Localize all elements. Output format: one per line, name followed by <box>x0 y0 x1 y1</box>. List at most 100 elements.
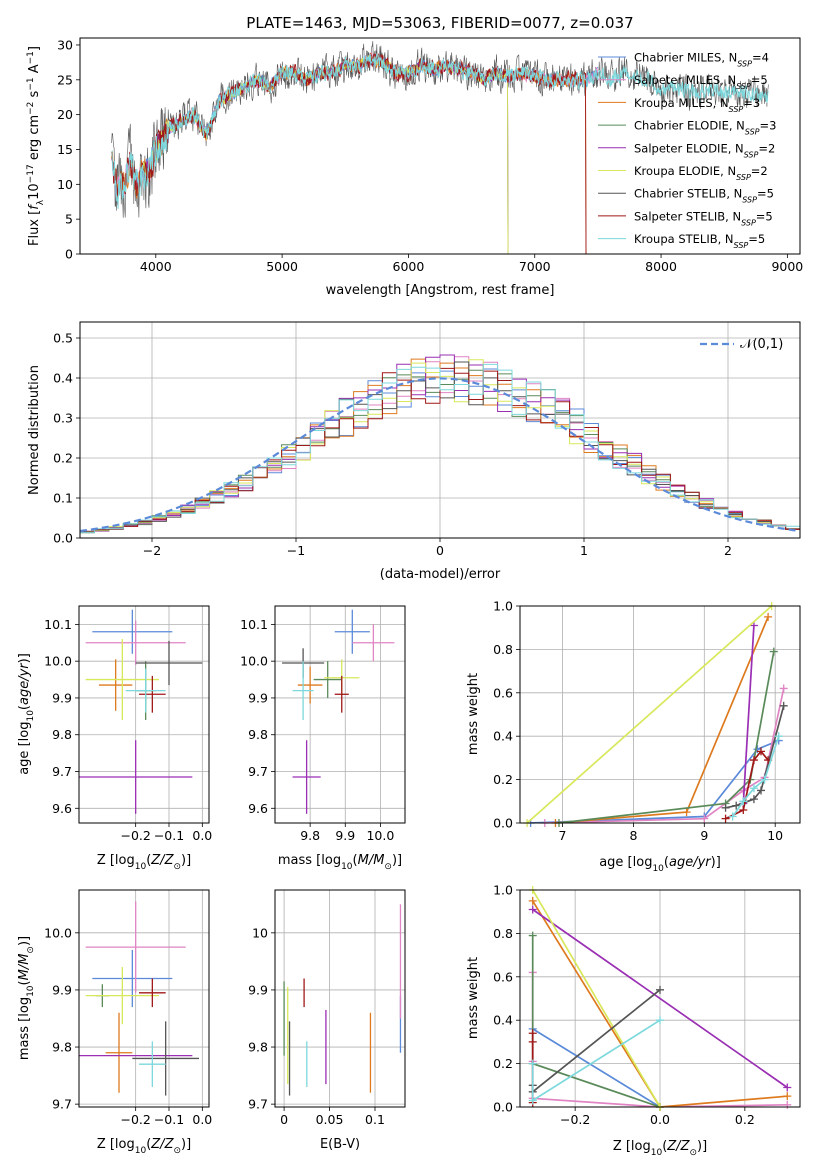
spectrum-series-line <box>142 55 509 254</box>
hist-ytick-label: 0.3 <box>53 411 73 426</box>
spectrum-xtick-label: 9000 <box>771 259 803 274</box>
spectrum-axes: 4000 5000 6000 7000 8000 9000 0 5 10 15 20 25 30 <box>57 37 803 274</box>
spectrum-xtick-label: 6000 <box>393 259 425 274</box>
normal-curve <box>80 377 800 533</box>
z-mass-ylabel: mass [log10(M/M⊙)] <box>17 936 36 1060</box>
spectrum-series-line <box>111 53 587 254</box>
spectrum-ytick-label: 10 <box>57 177 73 192</box>
z-weight-ytick-label: 0.6 <box>493 969 513 984</box>
spectrum-ytick-label: 15 <box>57 142 73 157</box>
z-mass-ytick-label: 9.7 <box>52 1097 72 1112</box>
age-weight-point-marker <box>757 786 766 795</box>
age-weight-series-line <box>555 616 769 823</box>
z-age-xtick-label: −0.1 <box>154 828 184 843</box>
age-weight-point-marker <box>700 814 709 823</box>
spectrum-ytick-label: 30 <box>57 37 73 52</box>
age-weight-ylabel: mass weight <box>466 673 481 755</box>
z-mass-xtick-label: 0.0 <box>192 1112 212 1127</box>
spectrum-legend-label: Chabrier STELIB, NSSP=5 <box>634 187 774 205</box>
spectrum-legend-label: Chabrier ELODIE, NSSP=3 <box>634 119 776 137</box>
z-mass-xtick-label: −0.1 <box>154 1112 184 1127</box>
mass-age-xlabel: mass [log10(M/M⊙)] <box>278 853 402 872</box>
z-weight-series-line <box>531 1019 661 1103</box>
spectrum-ytick-label: 0 <box>65 247 73 262</box>
spectrum-xtick-label: 5000 <box>266 259 298 274</box>
spectrum-xtick-label: 7000 <box>519 259 551 274</box>
z-mass-xtick-label: −0.2 <box>120 1112 150 1127</box>
z-weight-point-marker <box>528 1037 537 1046</box>
spectrum-legend-label: Salpeter MILES, NSSP=5 <box>634 73 768 91</box>
mass-age-ytick-label: 9.6 <box>248 801 268 816</box>
age-weight-point-marker <box>732 801 741 810</box>
z-weight-axes: −0.2 0.0 0.2 0.0 0.2 0.4 0.6 0.8 1.0 <box>493 883 800 1127</box>
age-weight-series-line <box>558 651 775 823</box>
age-weight-point-marker <box>769 647 778 656</box>
age-weight-point-marker <box>682 808 691 817</box>
hist-xtick-label: −1 <box>287 543 305 558</box>
z-weight-ytick-label: 0.4 <box>493 1013 513 1028</box>
hist-xtick-label: 1 <box>580 543 588 558</box>
mass-age-axes: 9.8 9.9 10.0 9.6 9.7 9.8 9.9 10.0 10.1 <box>240 606 405 843</box>
age-weight-xtick-label: 10 <box>767 828 783 843</box>
z-age-axes: −0.2 −0.1 0.0 9.6 9.7 9.8 9.9 10.0 10.1 <box>44 606 212 843</box>
mass-age-xtick-label: 9.8 <box>300 828 320 843</box>
z-age-ylabel: age [log10(age/yr)] <box>17 653 36 775</box>
z-weight-point-marker <box>528 896 537 905</box>
ebv-mass-axes: 0 0.05 0.1 9.7 9.8 9.9 10 <box>248 890 405 1127</box>
mass-age-ytick-label: 9.8 <box>248 727 268 742</box>
ebv-mass-xlabel: E(B-V) <box>320 1137 360 1152</box>
z-weight-point-marker <box>528 1029 537 1038</box>
hist-xtick-label: 0 <box>436 543 444 558</box>
z-age-frame <box>78 605 210 824</box>
age-weight-ytick-label: 1.0 <box>493 599 513 614</box>
age-weight-xtick-label: 8 <box>629 828 637 843</box>
mass-age-xtick-label: 10.0 <box>366 828 394 843</box>
spectrum-ytick-label: 25 <box>57 72 73 87</box>
age-weight-xlabel: age [log10(age/yr)] <box>599 855 721 874</box>
z-age-ytick-label: 9.6 <box>52 801 72 816</box>
spectrum-series-line <box>111 52 587 254</box>
age-weight-xtick-label: 7 <box>559 828 567 843</box>
z-weight-series-line <box>531 890 661 1107</box>
age-weight-point-marker <box>721 803 730 812</box>
hist-xtick-label: −2 <box>143 543 161 558</box>
age-weight-series-line <box>530 739 780 823</box>
spectrum-ytick-label: 5 <box>65 212 73 227</box>
hist-legend-label: 𝒩(0,1) <box>740 337 783 352</box>
z-age-ytick-label: 9.9 <box>52 690 72 705</box>
z-weight-xtick-label: 0.2 <box>735 1112 755 1127</box>
spectrum-legend-label: Chabrier MILES, NSSP=4 <box>634 51 769 69</box>
z-age-xlabel: Z [log10(Z/Z⊙)] <box>97 853 191 872</box>
hist-ytick-label: 0.5 <box>53 331 73 346</box>
age-weight-point-marker <box>739 797 748 806</box>
hist-xtick-label: 2 <box>724 543 732 558</box>
ebv-mass-ytick-label: 9.7 <box>248 1097 268 1112</box>
age-weight-point-marker <box>760 775 769 784</box>
age-weight-ytick-label: 0.2 <box>493 772 513 787</box>
ebv-mass-xtick-label: 0.1 <box>365 1112 385 1127</box>
z-weight-frame <box>519 889 801 1108</box>
spectrum-ylabel: Flux [fλ10−17 erg cm−2 s−1 A−1] <box>26 46 46 246</box>
ebv-mass-ytick-label: 9.9 <box>248 982 268 997</box>
hist-ytick-label: 0.2 <box>53 451 73 466</box>
age-weight-point-marker <box>728 812 737 821</box>
z-weight-point-marker <box>528 905 537 914</box>
z-weight-ytick-label: 0.2 <box>493 1056 513 1071</box>
z-weight-series-line <box>532 1028 661 1107</box>
spectrum-legend-label: Kroupa STELIB, NSSP=5 <box>634 232 765 250</box>
hist-xlabel: (data-model)/error <box>380 567 501 582</box>
age-weight-xtick-label: 9 <box>700 828 708 843</box>
age-weight-point-marker <box>774 732 783 741</box>
z-weight-xtick-label: −0.2 <box>560 1112 590 1127</box>
ebv-mass-ytick-label: 9.8 <box>248 1040 268 1055</box>
z-mass-frame <box>78 889 210 1108</box>
age-weight-point-marker <box>749 756 758 765</box>
spectrum-series-line <box>111 53 769 209</box>
age-weight-point-marker <box>779 684 788 693</box>
hist-ytick-label: 0.4 <box>53 371 73 386</box>
spectrum-title: PLATE=1463, MJD=53063, FIBERID=0077, z=0… <box>246 14 633 32</box>
age-weight-point-marker <box>749 795 758 804</box>
ebv-mass-ytick-label: 10 <box>252 925 268 940</box>
mass-age-frame <box>274 605 406 824</box>
